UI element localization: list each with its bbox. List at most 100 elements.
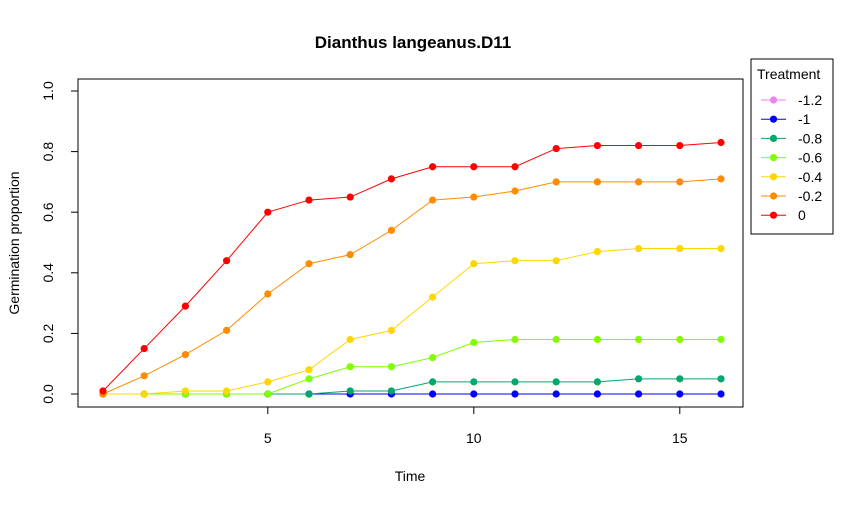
data-point	[429, 163, 437, 171]
y-tick-label: 0.2	[40, 323, 56, 343]
data-point	[470, 193, 478, 201]
data-point	[717, 390, 725, 398]
data-point	[635, 244, 643, 253]
data-point	[470, 260, 478, 268]
data-point	[552, 257, 560, 265]
data-point	[593, 390, 602, 398]
data-point	[346, 363, 354, 371]
data-point	[305, 260, 313, 268]
data-point	[676, 375, 684, 383]
data-point	[511, 335, 519, 344]
legend: Treatment -1.2 -1 -0.8 -0.6 -0.4 -0.2 0	[750, 58, 834, 235]
series--0.6	[99, 335, 725, 398]
legend-label: -0.4	[798, 169, 822, 185]
legend-label: -1.2	[798, 92, 822, 108]
data-point	[429, 293, 437, 301]
series--0.4	[99, 244, 725, 398]
data-point	[305, 366, 313, 374]
data-point	[593, 178, 602, 186]
legend-item: 0	[761, 207, 806, 223]
legend-box	[750, 58, 834, 235]
data-point	[387, 363, 395, 371]
data-point	[264, 390, 272, 398]
data-point	[181, 387, 189, 395]
data-point	[346, 335, 354, 344]
data-point	[346, 193, 354, 201]
data-point	[717, 175, 725, 183]
data-point	[676, 335, 684, 344]
data-point	[264, 378, 272, 386]
series-line	[103, 338, 721, 395]
x-axis-label: Time	[395, 468, 426, 484]
legend-label: -0.6	[798, 150, 822, 166]
data-point	[470, 338, 478, 347]
data-point	[305, 196, 313, 204]
x-tick-label: 15	[672, 430, 688, 446]
legend-label: 0	[798, 207, 806, 223]
data-point	[511, 378, 519, 386]
data-point	[511, 257, 519, 265]
data-point	[717, 138, 725, 147]
legend-title: Treatment	[757, 66, 820, 82]
data-point	[305, 390, 313, 398]
data-point	[511, 187, 519, 195]
data-point	[717, 335, 725, 344]
data-point	[264, 290, 272, 298]
data-point	[387, 175, 395, 183]
data-point	[387, 387, 395, 395]
data-point	[676, 178, 684, 186]
data-point	[346, 387, 354, 395]
data-point	[676, 390, 684, 398]
data-point	[346, 251, 354, 259]
legend-item: -1.2	[761, 92, 822, 108]
data-point	[552, 178, 560, 186]
series-layer	[99, 138, 725, 398]
y-tick-label: 0.8	[40, 142, 56, 162]
legend-items: -1.2 -1 -0.8 -0.6 -0.4 -0.2 0	[761, 92, 822, 223]
data-point	[593, 335, 602, 344]
legend-marker	[769, 115, 778, 123]
y-tick-label: 1.0	[40, 81, 56, 101]
data-point	[511, 163, 519, 171]
data-point	[635, 390, 643, 398]
data-point	[264, 208, 272, 216]
data-point	[429, 378, 437, 386]
y-tick-label: 0.0	[40, 384, 56, 404]
data-point	[223, 326, 231, 334]
data-point	[676, 141, 684, 150]
data-point	[552, 144, 560, 153]
data-point	[470, 378, 478, 386]
data-point	[635, 375, 643, 383]
series-line	[102, 178, 722, 395]
data-point	[181, 302, 189, 310]
x-tick-label: 10	[466, 430, 482, 446]
data-point	[140, 390, 148, 398]
data-point	[676, 244, 684, 253]
legend-item: -0.6	[761, 150, 822, 166]
series-line	[103, 378, 721, 395]
series-line	[103, 248, 721, 395]
data-point	[593, 247, 602, 256]
data-point	[470, 390, 478, 398]
x-tick-label: 5	[264, 430, 272, 446]
series-0	[99, 138, 725, 395]
data-point	[470, 163, 478, 171]
data-point	[635, 141, 643, 150]
y-tick-label: 0.4	[40, 263, 56, 283]
data-point	[305, 375, 313, 383]
legend-item: -0.2	[761, 188, 822, 204]
data-point	[552, 390, 560, 398]
legend-marker	[769, 211, 778, 219]
legend-marker	[769, 134, 778, 142]
legend-label: -0.8	[798, 130, 822, 146]
data-point	[429, 354, 437, 362]
legend-marker	[769, 192, 778, 200]
data-point	[635, 335, 643, 344]
legend-item: -1	[761, 111, 811, 127]
chart-title: Dianthus langeanus.D11	[315, 33, 512, 52]
series-line	[102, 142, 722, 392]
plot-frame	[77, 78, 744, 408]
legend-marker	[769, 96, 778, 104]
y-tick-label: 0.6	[40, 202, 56, 222]
